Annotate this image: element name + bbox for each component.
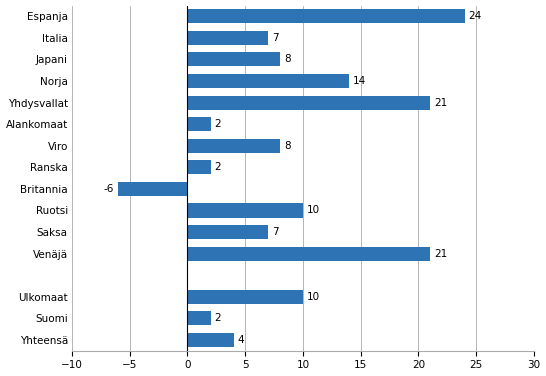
Bar	[187, 203, 303, 217]
Bar	[187, 290, 303, 304]
Text: 2: 2	[215, 313, 221, 323]
Bar	[118, 182, 187, 196]
Bar	[187, 9, 465, 23]
Bar	[187, 31, 268, 45]
Bar	[187, 53, 280, 67]
Text: 24: 24	[468, 11, 482, 21]
Bar	[187, 311, 211, 325]
Bar	[187, 225, 268, 239]
Text: 4: 4	[238, 335, 244, 345]
Text: 7: 7	[272, 227, 279, 237]
Text: 14: 14	[353, 76, 366, 86]
Text: 10: 10	[307, 292, 320, 302]
Bar	[187, 333, 234, 347]
Text: 10: 10	[307, 206, 320, 215]
Bar	[187, 160, 211, 174]
Text: 2: 2	[215, 162, 221, 172]
Bar	[187, 247, 430, 261]
Bar	[187, 74, 349, 88]
Bar	[187, 139, 280, 153]
Text: 8: 8	[284, 141, 290, 151]
Bar	[187, 96, 430, 110]
Text: 2: 2	[215, 119, 221, 129]
Text: 21: 21	[434, 249, 447, 259]
Text: 21: 21	[434, 98, 447, 108]
Text: 8: 8	[284, 55, 290, 65]
Bar	[187, 117, 211, 131]
Text: 7: 7	[272, 33, 279, 43]
Text: -6: -6	[104, 184, 114, 194]
